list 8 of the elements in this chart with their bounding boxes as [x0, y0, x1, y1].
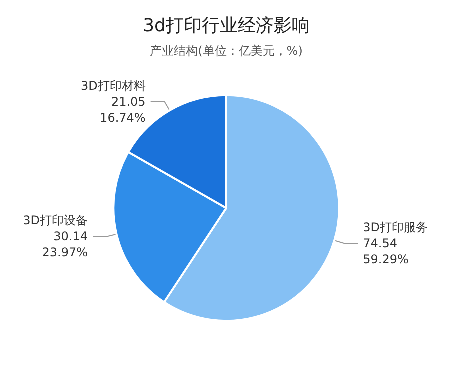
data-label: 74.54 59.29%: [363, 236, 409, 267]
slice-label: 3D打印设备: [23, 214, 88, 228]
chart-title: 3d打印行业经济影响: [143, 16, 310, 36]
data-label: 21.05 16.74%: [100, 94, 146, 125]
slice-label: 3D打印材料: [80, 78, 146, 93]
data-label: 30.14 23.97%: [42, 230, 88, 260]
slice-label: 3D打印服务: [363, 220, 428, 235]
chart-subtitle: 产业结构(单位：亿美元，%): [150, 44, 303, 58]
